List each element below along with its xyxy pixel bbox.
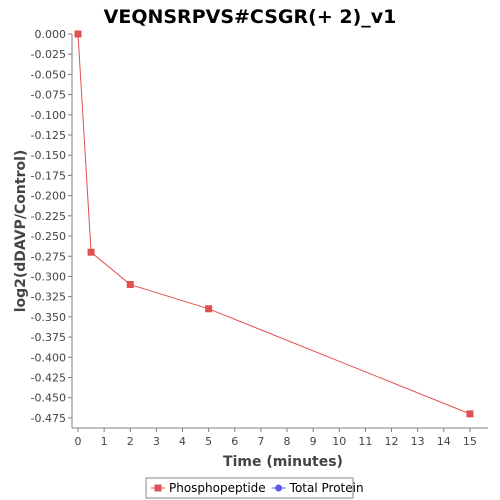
x-tick-label: 0 [75,435,82,448]
data-point [466,410,474,418]
x-axis-ticks: 0 1 2 3 4 5 6 7 8 9 10 11 12 13 14 15 [75,428,477,448]
y-axis-label: log2(dDAVP/Control) [13,150,29,313]
y-tick-label: -0.125 [31,129,66,142]
x-tick-label: 10 [332,435,346,448]
series-line [77,33,471,415]
y-tick-label: -0.300 [31,270,66,283]
legend-box [145,477,354,499]
data-point [87,248,95,256]
data-point [74,30,82,38]
legend-label: Phosphopeptide [169,481,266,495]
data-point [205,305,213,313]
x-tick-label: 7 [257,435,264,448]
y-tick-label: -0.350 [31,311,66,324]
x-tick-label: 3 [153,435,160,448]
y-tick-label: -0.100 [31,109,66,122]
x-tick-label: 4 [179,435,186,448]
x-tick-label: 9 [310,435,317,448]
x-tick-label: 5 [205,435,212,448]
y-tick-label: -0.150 [31,149,66,162]
x-tick-label: 12 [385,435,399,448]
legend: Phosphopeptide Total Protein [145,477,364,499]
x-tick-label: 8 [284,435,291,448]
data-point [126,281,134,289]
y-tick-label: -0.475 [31,412,66,425]
x-tick-label: 2 [127,435,134,448]
chart-title: VEQNSRPVS#CSGR(+ 2)_v1 [104,6,397,28]
legend-marker [275,484,283,492]
y-tick-label: -0.450 [31,392,66,405]
y-tick-label: -0.025 [31,48,66,61]
y-tick-label: -0.175 [31,169,66,182]
y-tick-label: -0.275 [31,250,66,263]
x-tick-label: 11 [358,435,372,448]
x-tick-label: 14 [437,435,451,448]
y-tick-label: -0.425 [31,371,66,384]
x-tick-label: 6 [231,435,238,448]
legend-marker [154,484,162,492]
y-tick-label: -0.225 [31,210,66,223]
y-axis-ticks: 0.000 -0.025 -0.050 -0.075 -0.100 -0.125 -0.15… [31,28,72,425]
y-tick-label: -0.200 [31,190,66,203]
y-tick-label: -0.075 [31,89,66,102]
y-tick-label: -0.325 [31,291,66,304]
legend-label: Total Protein [289,481,364,495]
y-tick-label: 0.000 [35,28,67,41]
x-tick-label: 1 [101,435,108,448]
x-tick-label: 13 [411,435,425,448]
y-tick-label: -0.400 [31,351,66,364]
y-tick-label: -0.375 [31,331,66,344]
x-tick-label: 15 [463,435,477,448]
x-axis-label: Time (minutes) [223,454,343,470]
plot-area [74,30,474,418]
y-tick-label: -0.050 [31,68,66,81]
y-tick-label: -0.250 [31,230,66,243]
